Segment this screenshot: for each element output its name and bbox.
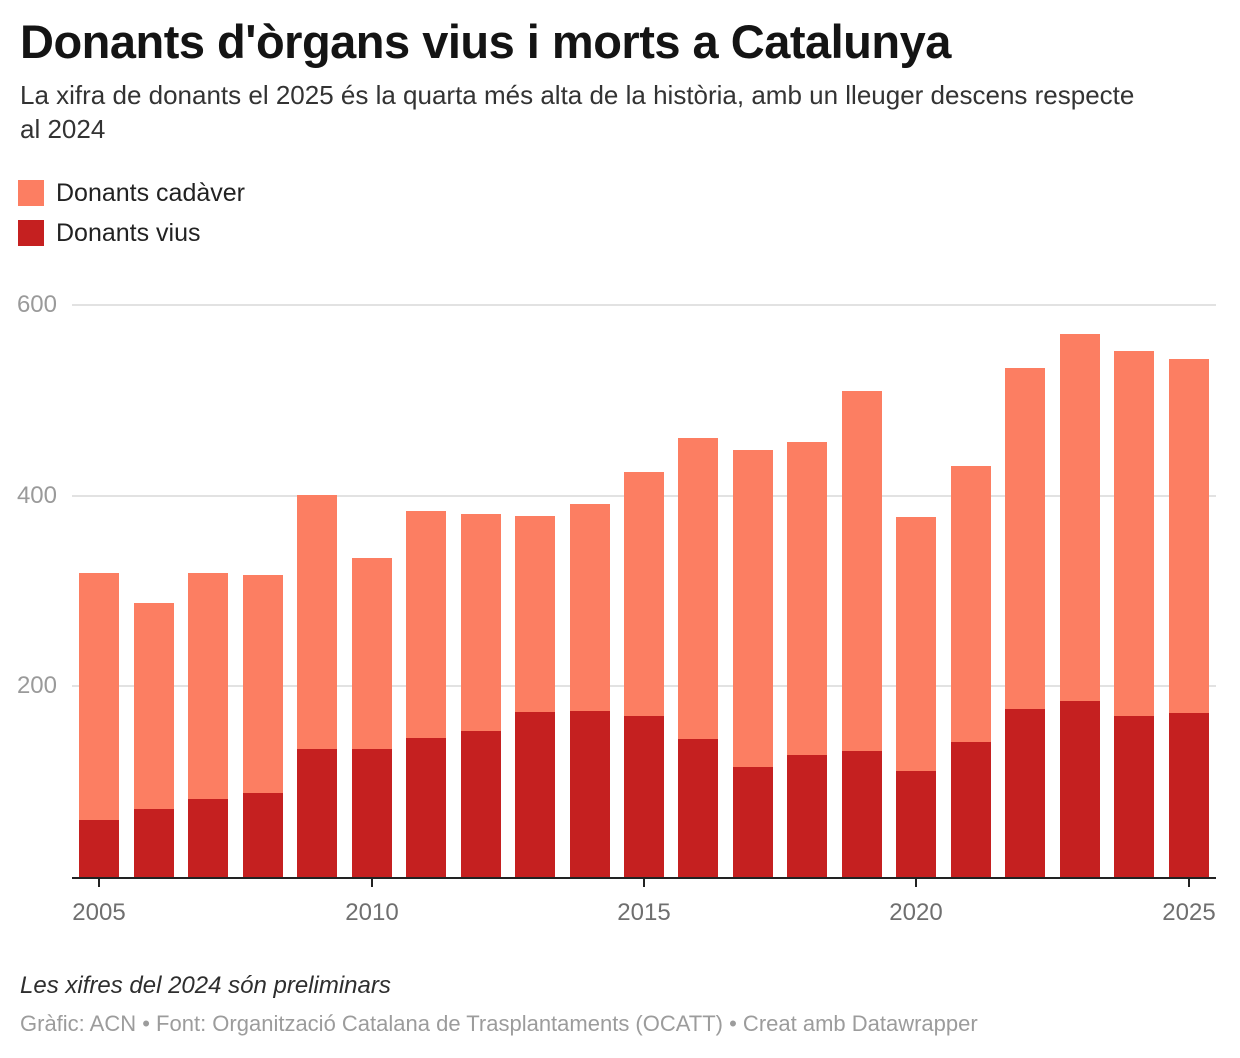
bar-2024-vius (1114, 715, 1154, 877)
chart-footnote: Les xifres del 2024 són preliminars (20, 972, 391, 999)
bar-2022-vius (1005, 709, 1045, 877)
x-axis-tick-2025 (1188, 879, 1190, 887)
x-axis-line (72, 877, 1216, 879)
y-axis-label-200: 200 (16, 672, 57, 700)
bar-2016-vius (678, 738, 718, 877)
bar-2007-cadaver (188, 572, 228, 799)
bar-2025-vius (1169, 713, 1209, 877)
bar-2025-cadaver (1169, 359, 1209, 713)
bar-2015-cadaver (624, 471, 664, 716)
legend-swatch-cadaver-icon (18, 180, 44, 206)
bar-2020-vius (896, 771, 936, 877)
legend-label-cadaver: Donants cadàver (56, 179, 246, 207)
bar-2006-cadaver (134, 603, 174, 810)
bar-2023-cadaver (1060, 333, 1100, 701)
x-axis-tick-2020 (915, 879, 917, 887)
chart-legend: Donants cadàver Donants vius (18, 180, 245, 260)
bar-2014-cadaver (570, 504, 610, 712)
x-axis-label-2025: 2025 (1162, 899, 1216, 926)
x-axis-tick-2015 (643, 879, 645, 887)
bar-2005-vius (79, 819, 119, 877)
bar-2016-cadaver (678, 437, 718, 739)
bar-2024-cadaver (1114, 350, 1154, 716)
gridline-600 (72, 304, 1216, 306)
bar-2010-cadaver (352, 557, 392, 750)
bar-2008-cadaver (243, 574, 283, 794)
bar-2020-cadaver (896, 516, 936, 772)
chart-subtitle: La xifra de donants el 2025 és la quarta… (20, 80, 1135, 144)
bar-2021-vius (951, 741, 991, 877)
bar-2018-vius (787, 754, 827, 877)
x-axis-tick-2010 (371, 879, 373, 887)
bar-2007-vius (188, 798, 228, 877)
page-title: Donants d'òrgans vius i morts a Cataluny… (20, 15, 951, 68)
bar-2018-cadaver (787, 442, 827, 755)
bar-2017-cadaver (733, 449, 773, 768)
x-axis-label-2010: 2010 (345, 899, 399, 926)
bar-2019-cadaver (842, 390, 882, 752)
bar-2005-cadaver (79, 572, 119, 820)
bar-2009-cadaver (297, 494, 337, 750)
y-axis-label-400: 400 (16, 481, 57, 509)
bar-2019-vius (842, 751, 882, 877)
bar-2014-vius (570, 711, 610, 877)
bar-2009-vius (297, 749, 337, 877)
bar-2012-cadaver (461, 513, 501, 732)
bar-2013-vius (515, 712, 555, 877)
bar-2023-vius (1060, 700, 1100, 877)
x-axis-label-2005: 2005 (72, 899, 126, 926)
bar-2013-cadaver (515, 515, 555, 713)
x-axis-label-2015: 2015 (617, 899, 671, 926)
bar-2017-vius (733, 767, 773, 877)
legend-item-cadaver: Donants cadàver (18, 180, 245, 206)
bar-2008-vius (243, 793, 283, 877)
bar-2021-cadaver (951, 466, 991, 742)
legend-label-vius: Donants vius (56, 219, 201, 247)
bar-2010-vius (352, 749, 392, 877)
chart-credit: Gràfic: ACN • Font: Organització Catalan… (20, 1011, 978, 1036)
bar-2011-vius (406, 737, 446, 877)
bar-2006-vius (134, 809, 174, 877)
bar-2022-cadaver (1005, 367, 1045, 710)
x-axis-tick-2005 (98, 879, 100, 887)
legend-item-vius: Donants vius (18, 220, 245, 246)
legend-swatch-vius-icon (18, 220, 44, 246)
bar-2012-vius (461, 731, 501, 877)
x-axis-label-2020: 2020 (889, 899, 943, 926)
bar-2015-vius (624, 715, 664, 877)
y-axis-label-600: 600 (16, 291, 57, 318)
bar-2011-cadaver (406, 510, 446, 738)
